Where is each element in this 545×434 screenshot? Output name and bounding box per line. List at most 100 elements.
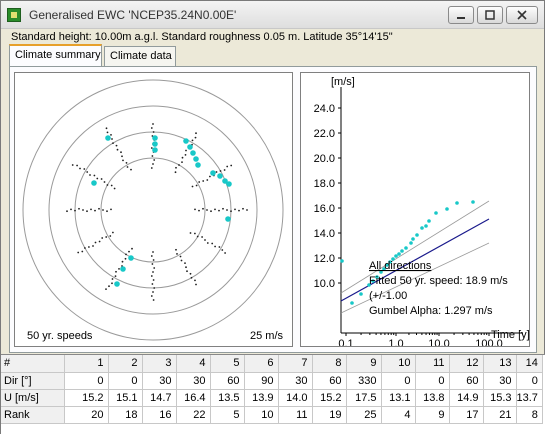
table-row: Rank 20 18 16 22 5 10 11 19 25 4 9 17 21 8 [1,406,543,424]
polar-sector-point [152,271,154,273]
table-cell[interactable]: 25 [346,406,382,424]
table-cell[interactable]: 15.2 [312,389,347,407]
gumbel-data-point [400,249,404,253]
polar-sector-point [185,266,187,269]
polar-sector-point [109,235,112,237]
gumbel-y-tick-label: 10.0 [314,278,335,290]
table-cell[interactable]: 10 [244,406,279,424]
gumbel-data-point [388,260,392,264]
tab-climate-data[interactable]: Climate data [104,46,176,66]
gumbel-data-point [409,241,413,245]
gumbel-y-tick-label: 14.0 [314,228,335,240]
table-cell[interactable]: 4 [381,406,416,424]
polar-sector-point [150,255,153,257]
maximize-button[interactable] [477,6,503,24]
table-cell[interactable]: 60 [312,372,347,390]
polar-sector-point [238,209,240,212]
polar-ring [22,79,284,341]
polar-sector-point [94,209,96,212]
table-cell[interactable]: 60 [210,372,245,390]
polar-sector-point [194,136,197,139]
polar-extreme-marker [193,156,199,162]
table-cell[interactable]: 14.0 [278,389,313,407]
gumbel-y-tick-label: 12.0 [314,253,335,265]
gumbel-data-point [415,233,419,237]
gumbel-data-point [350,301,354,305]
polar-sector-point [74,209,76,212]
close-button[interactable] [506,6,538,24]
table-cell[interactable]: 17 [449,406,484,424]
table-cell[interactable]: 0 [64,372,109,390]
polar-sector-point [186,270,188,273]
polar-sector-point [111,282,113,285]
table-header-cell: 8 [312,355,347,373]
polar-sector-point [84,247,86,249]
table-header-cell: 11 [415,355,450,373]
table-cell[interactable]: 13.5 [210,389,245,407]
polar-sector-point [106,210,108,213]
table-row-header: Dir [°] [1,372,65,390]
gumbel-legend-plusminus: (+/-1.00 [369,290,407,302]
polar-plot: 50 yr. speeds 25 m/s [14,72,293,347]
polar-sector-point [215,171,218,173]
table-cell[interactable]: 8 [516,406,543,424]
polar-sector-point [222,207,224,210]
table-cell[interactable]: 20 [64,406,109,424]
polar-sector-point [184,154,187,156]
table-cell[interactable]: 13.1 [381,389,416,407]
polar-sector-point [201,236,204,238]
polar-extreme-marker [128,255,134,261]
minimize-button[interactable] [448,6,474,24]
table-cell[interactable]: 0 [516,372,543,390]
polar-sector-point [105,127,108,130]
table-cell[interactable]: 16 [142,406,177,424]
table-cell[interactable]: 0 [415,372,450,390]
table-cell[interactable]: 90 [244,372,279,390]
table-cell[interactable]: 30 [142,372,177,390]
table-cell[interactable]: 11 [278,406,313,424]
table-cell[interactable]: 22 [176,406,211,424]
table-cell[interactable]: 5 [210,406,245,424]
table-cell[interactable]: 18 [108,406,143,424]
title-bar[interactable]: Generalised EWC 'NCEP35.24N0.00E' [1,1,544,29]
gumbel-data-point [367,283,371,287]
tab-climate-summary[interactable]: Climate summary [9,44,102,66]
polar-sector-point [194,208,196,211]
table-cell[interactable]: 0 [381,372,416,390]
table-cell[interactable]: 17.5 [346,389,382,407]
gumbel-data-point [424,224,428,228]
polar-sector-point [121,155,123,158]
polar-sector-point [204,239,206,241]
gumbel-plot-svg: [m/s] 24.0 22.0 20.0 18.0 16.0 14.0 12.0 10.0 0.… [314,76,530,350]
gumbel-data-point [379,270,383,274]
table-row-header: Rank [1,406,65,424]
table-cell[interactable]: 30 [278,372,313,390]
polar-extreme-marker [225,216,231,222]
gumbel-data-point [394,254,398,258]
polar-sector-point [198,209,200,212]
table-cell[interactable]: 19 [312,406,347,424]
minimize-icon [457,17,465,19]
table-cell[interactable]: 13.7 [516,389,543,407]
table-cell[interactable]: 13.8 [415,389,450,407]
gumbel-x-tick-label: 0.1 [338,338,353,346]
table-cell[interactable]: 13.9 [244,389,279,407]
polar-sector-point [209,175,211,178]
table-cell[interactable]: 9 [415,406,450,424]
gumbel-data-point [411,237,415,241]
table-cell[interactable]: 15.1 [108,389,143,407]
polar-sector-point [122,159,124,162]
table-cell[interactable]: 30 [176,372,211,390]
table-cell[interactable]: 21 [483,406,517,424]
polar-sector-point [175,166,177,169]
table-cell[interactable]: 0 [108,372,143,390]
table-cell[interactable]: 16.4 [176,389,211,407]
table-cell[interactable]: 14.7 [142,389,177,407]
table-cell[interactable]: 60 [449,372,484,390]
polar-sector-point [83,168,86,170]
table-cell[interactable]: 15.3 [483,389,517,407]
table-cell[interactable]: 15.2 [64,389,109,407]
table-cell[interactable]: 14.9 [449,389,484,407]
table-cell[interactable]: 30 [483,372,517,390]
table-cell[interactable]: 330 [346,372,382,390]
